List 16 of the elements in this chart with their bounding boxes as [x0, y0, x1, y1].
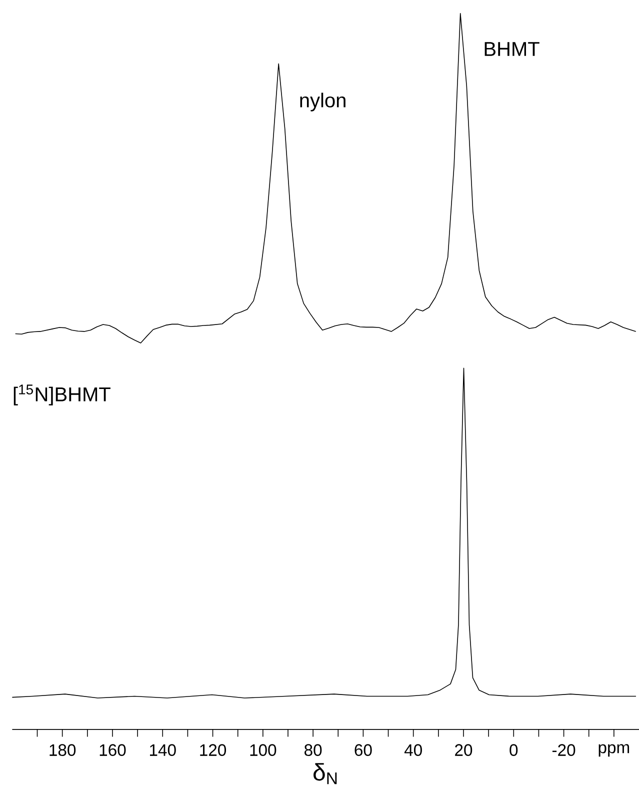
x-tick-label: 0: [510, 744, 518, 756]
x-tick-label: 60: [354, 744, 372, 756]
x-tick-label: 140: [150, 744, 176, 756]
x-tick-label: -20: [552, 744, 576, 756]
x-tick-label: 100: [250, 744, 276, 756]
annotation: nylon: [300, 92, 346, 112]
x-tick-label: 80: [304, 744, 322, 756]
annotation: BHMT: [484, 42, 540, 56]
annotation: [$^{15}$N]BHMT: [14, 384, 110, 406]
x-tick-label: 120: [200, 744, 226, 756]
x-tick-label: ppm: [598, 744, 630, 757]
x-tick-label: 180: [50, 744, 76, 756]
x-axis-title: δ$_{N}$: [314, 763, 337, 784]
x-tick-label: 40: [404, 744, 422, 756]
x-tick-label: 160: [100, 744, 126, 756]
x-tick-label: 20: [455, 744, 472, 756]
